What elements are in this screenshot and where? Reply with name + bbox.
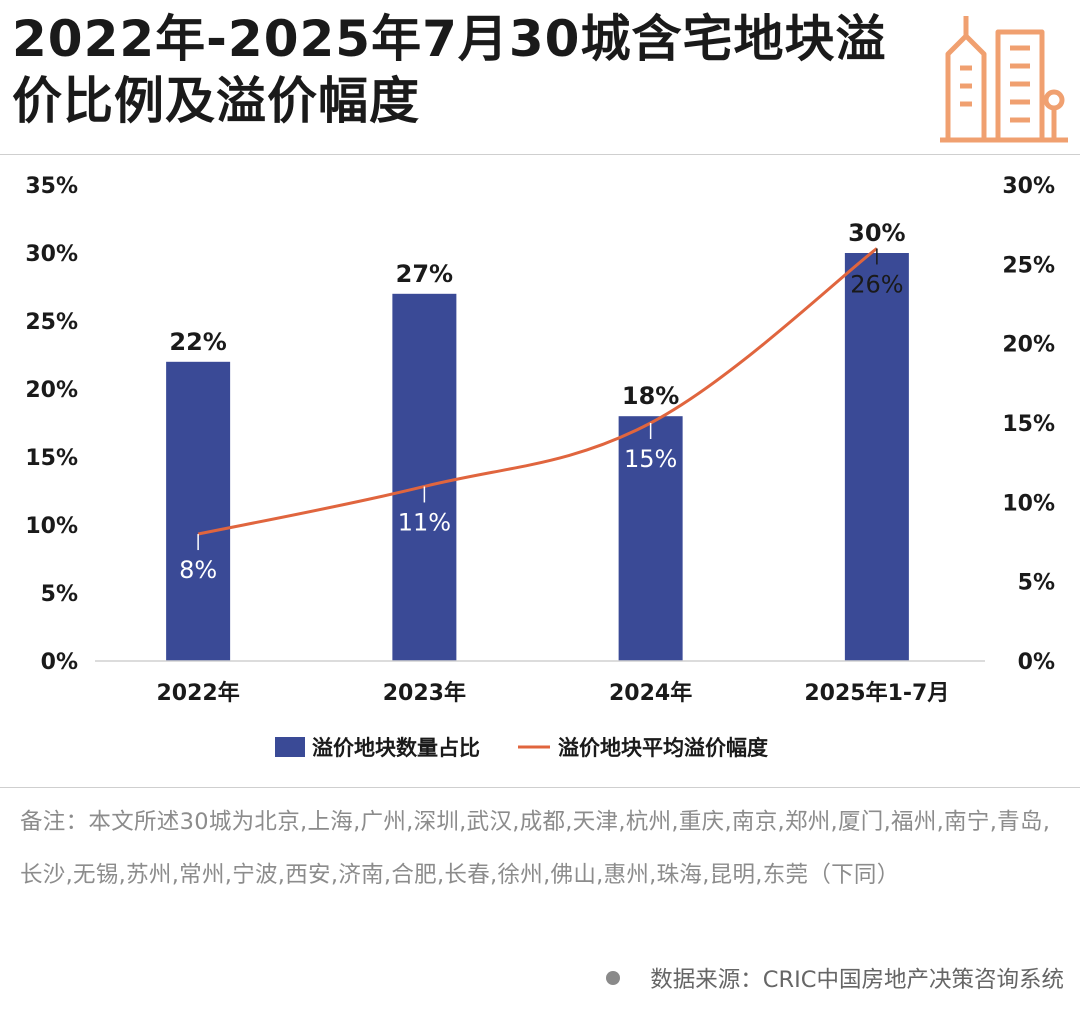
x-tick-label: 2022年 (157, 680, 240, 706)
line-series (197, 247, 878, 536)
bullet-icon (606, 971, 621, 985)
bar-value-label: 22% (169, 328, 226, 356)
y-right-tick-label: 25% (1002, 253, 1055, 278)
bar-value-label: 27% (396, 260, 453, 288)
bar-value-label: 30% (848, 219, 905, 247)
y-left-tick-label: 15% (25, 446, 78, 471)
legend-bar-swatch (275, 737, 305, 757)
y-left-tick-label: 20% (25, 378, 78, 403)
bar (392, 293, 457, 661)
y-left-tick-label: 0% (41, 650, 78, 675)
footnote: 备注：本文所述30城为北京,上海,广州,深圳,武汉,成都,天津,杭州,重庆,南京… (20, 809, 1051, 888)
combo-chart: 0% 5% 10% 15% 20% 25% 30% 35% 0% 5% 10% 15% 20% 25% 30… (25, 174, 1055, 760)
line-value-label: 11% (398, 508, 451, 536)
bar-value-label: 18% (622, 382, 679, 410)
legend-line-label: 溢价地块平均溢价幅度 (558, 736, 768, 760)
note-divider (0, 787, 1080, 788)
y-left-tick-label: 5% (41, 582, 78, 607)
y-right-tick-label: 5% (1018, 571, 1055, 596)
y-left-tick-label: 25% (25, 310, 78, 335)
source-line: 数据来源：CRIC中国房地产决策咨询系统 (606, 962, 1064, 994)
y-left-tick-label: 30% (25, 242, 78, 267)
y-right-tick-label: 15% (1002, 412, 1055, 437)
y-right-tick-label: 10% (1002, 491, 1055, 516)
bar (844, 253, 909, 661)
line-value-label: 8% (179, 556, 217, 584)
line-value-label: 15% (624, 445, 677, 473)
buildings-icon (940, 16, 1068, 143)
legend-bar-label: 溢价地块数量占比 (312, 736, 480, 760)
y-left-tick-label: 10% (25, 514, 78, 539)
source-text: 数据来源：CRIC中国房地产决策咨询系统 (650, 967, 1064, 993)
bar (618, 416, 683, 661)
y-right-tick-label: 20% (1002, 333, 1055, 358)
title-divider (0, 154, 1080, 155)
page-title: 2022年-2025年7月30城含宅地块溢价比例及溢价幅度 (12, 10, 887, 130)
y-left-tick-label: 35% (25, 174, 78, 199)
x-tick-label: 2023年 (383, 680, 466, 706)
x-tick-label: 2024年 (609, 680, 692, 706)
line-value-label: 26% (850, 270, 903, 298)
y-right-tick-label: 30% (1002, 174, 1055, 199)
y-right-tick-label: 0% (1018, 650, 1055, 675)
bar (166, 361, 231, 661)
x-tick-label: 2025年1-7月 (804, 680, 949, 706)
